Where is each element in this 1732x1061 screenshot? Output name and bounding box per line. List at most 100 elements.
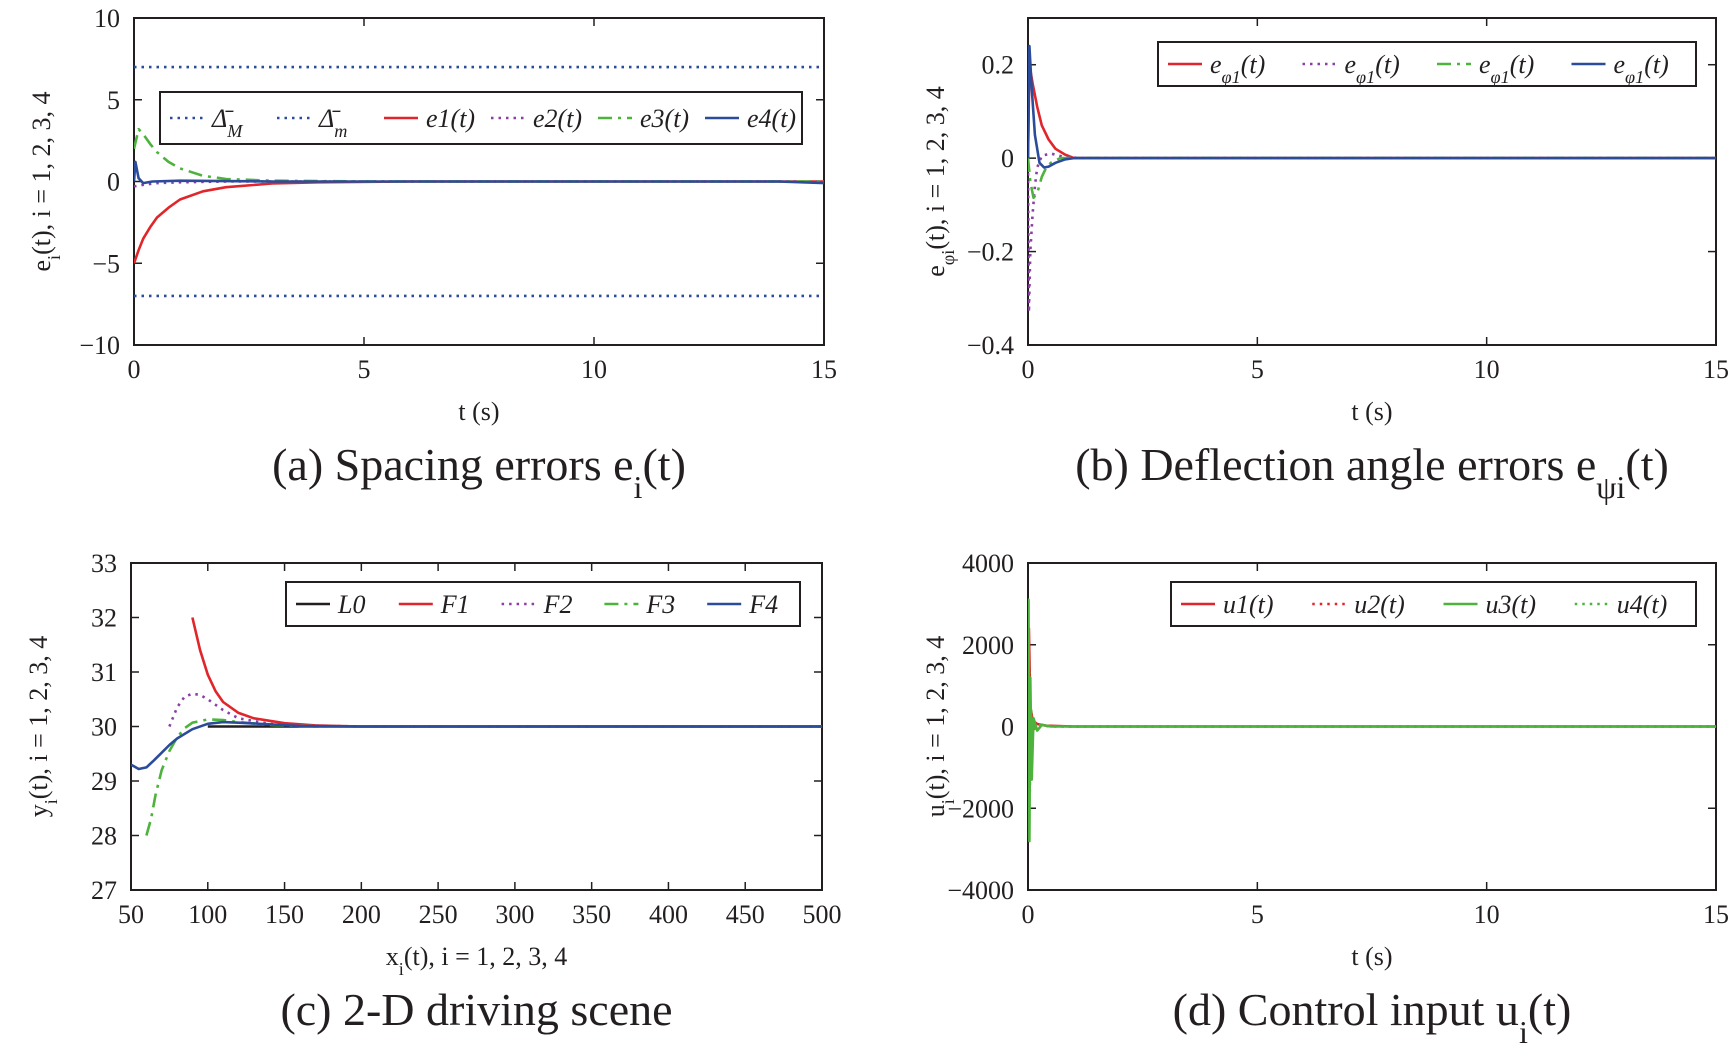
text-run: (t), i = 1, 2, 3, 4 [24, 636, 53, 799]
y-tick-label: −4000 [947, 876, 1014, 905]
x-tick-label: 10 [581, 355, 607, 384]
y-tick-label: 28 [91, 822, 117, 851]
text-run: e [1345, 50, 1357, 79]
text-run: e [1614, 50, 1626, 79]
y-tick-label: −2000 [947, 794, 1014, 823]
x-tick-label: 15 [1703, 355, 1729, 384]
legend-label: u1(t) [1223, 590, 1274, 619]
legend-label: u4(t) [1617, 590, 1668, 619]
y-tick-label: 33 [91, 549, 117, 578]
panel-caption: (b) Deflection angle errors eψi(t) [1075, 439, 1669, 505]
text-run: (t), i = 1, 2, 3, 4 [404, 942, 567, 971]
y-axis-label: eφi(t), i = 1, 2, 3, 4 [921, 86, 958, 277]
legend-label: L0 [337, 590, 365, 619]
x-tick-label: 0 [1022, 355, 1035, 384]
subscript: φ1 [1625, 67, 1644, 87]
text-run: y [24, 804, 53, 817]
x-tick-label: 0 [128, 355, 141, 384]
y-tick-label: −5 [92, 249, 120, 278]
y-tick-label: 0.2 [982, 51, 1015, 80]
x-tick-label: 500 [803, 900, 842, 929]
series-line-3 [134, 180, 824, 264]
text-run: (a) Spacing errors e [272, 439, 633, 490]
series-line-5 [131, 720, 822, 771]
legend-box [159, 91, 803, 145]
text-run: e [1479, 50, 1491, 79]
legend: Δ̄M Δ̄m e1(t) e2(t) e3(t) e4(t) [159, 91, 803, 145]
x-tick-label: 150 [265, 900, 304, 929]
x-tick-label: 5 [1251, 355, 1264, 384]
series-line-4 [1028, 44, 1716, 169]
subscript: m [334, 121, 347, 141]
y-tick-label: 5 [107, 86, 120, 115]
text-run: u2(t) [1354, 590, 1405, 619]
y-tick-label: −0.4 [967, 331, 1014, 360]
x-tick-label: 350 [572, 900, 611, 929]
subscript: i [41, 799, 61, 804]
text-run: F1 [440, 590, 470, 619]
text-run: u [921, 804, 950, 817]
y-tick-label: 2000 [962, 631, 1014, 660]
subscript: φi [938, 250, 958, 266]
x-tick-label: 50 [118, 900, 144, 929]
legend: eφ1(t) eφ1(t) eφ1(t) eφ1(t) [1157, 41, 1697, 87]
text-run: (t) [1625, 439, 1668, 490]
subscript: φ1 [1491, 67, 1510, 87]
text-run: (c) 2-D driving scene [280, 984, 672, 1035]
x-tick-label: 5 [358, 355, 371, 384]
x-tick-label: 10 [1474, 355, 1500, 384]
text-run: e1(t) [426, 104, 475, 133]
text-run: (t) [1375, 50, 1400, 79]
text-run: e [27, 260, 56, 272]
text-run: t (s) [458, 397, 499, 426]
text-run: F3 [645, 590, 675, 619]
text-run: (t), i = 1, 2, 3, 4 [27, 91, 56, 254]
series-line-6 [134, 160, 824, 185]
text-run: (t) [642, 439, 685, 490]
panel-caption: (a) Spacing errors ei(t) [272, 439, 686, 505]
series-line-3 [1028, 156, 1716, 200]
text-run: L0 [337, 590, 365, 619]
text-run: (t) [1510, 50, 1535, 79]
chart-panel-d: 0 5 10 15 4000 2000 0 −2000 −4000 u1(t) u2(t) u3(t)… [921, 549, 1729, 1050]
text-run: t (s) [1351, 397, 1392, 426]
legend-label: e4(t) [747, 104, 796, 133]
text-run: e2(t) [533, 104, 582, 133]
series-line-4 [145, 718, 822, 836]
x-tick-label: 5 [1251, 900, 1264, 929]
text-run: F4 [748, 590, 778, 619]
legend: u1(t) u2(t) u3(t) u4(t) [1170, 581, 1697, 627]
text-run: e3(t) [640, 104, 689, 133]
x-tick-label: 200 [342, 900, 381, 929]
y-tick-label: 30 [91, 713, 117, 742]
series-line-3 [1028, 598, 1716, 843]
x-tick-label: 300 [495, 900, 534, 929]
x-axis-label: t (s) [1351, 942, 1392, 971]
text-run: u4(t) [1617, 590, 1668, 619]
y-tick-label: 0 [1001, 144, 1014, 173]
x-tick-label: 100 [188, 900, 227, 929]
series-line-2 [1028, 724, 1716, 790]
y-axis-label: yi(t), i = 1, 2, 3, 4 [24, 636, 61, 818]
legend-label: eφ1(t) [1210, 50, 1265, 87]
legend-label: e3(t) [640, 104, 689, 133]
text-run: (t), i = 1, 2, 3, 4 [921, 86, 950, 249]
legend-label: F3 [645, 590, 675, 619]
legend: L0 F1 F2 F3 F4 [285, 581, 801, 627]
text-run: (t) [1644, 50, 1669, 79]
text-run: u3(t) [1486, 590, 1537, 619]
x-tick-label: 450 [726, 900, 765, 929]
series-line-4 [1028, 663, 1716, 794]
legend-label: F2 [543, 590, 573, 619]
legend-label: u2(t) [1354, 590, 1405, 619]
subscript: i [1519, 1014, 1528, 1050]
text-run: e [1210, 50, 1222, 79]
legend-box [1157, 41, 1697, 87]
x-tick-label: 0 [1022, 900, 1035, 929]
panel-caption: (c) 2-D driving scene [280, 984, 672, 1035]
text-run: (t) [1241, 50, 1266, 79]
subscript: i [634, 469, 643, 505]
subscript: i [938, 799, 958, 804]
subscript: i [399, 959, 404, 979]
